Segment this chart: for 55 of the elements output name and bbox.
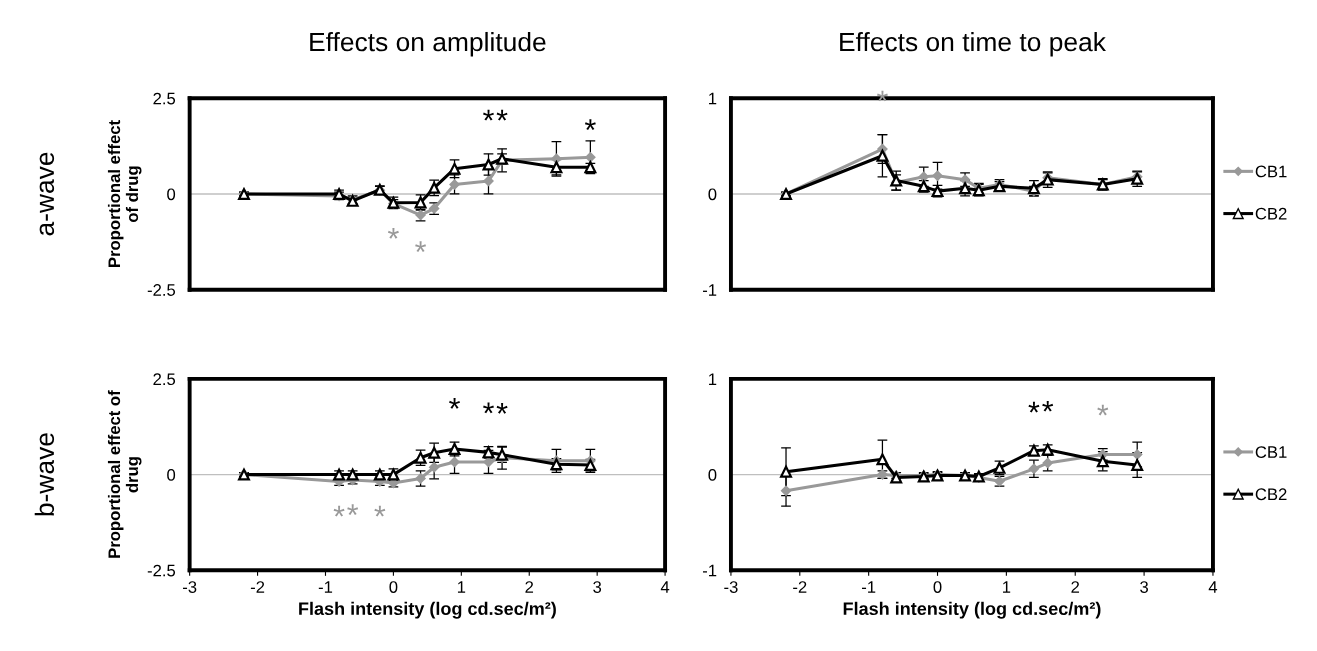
legend-label: CB1 <box>1255 446 1287 458</box>
data-label: * <box>415 241 427 253</box>
data-label: * <box>374 505 386 517</box>
y-tick-label: 0 <box>167 188 176 201</box>
x-tick-label: 4 <box>660 581 670 593</box>
data-label: * <box>496 402 508 414</box>
y-tick-label: 1 <box>709 373 717 385</box>
x-axis-title: Flash intensity (log cd.sec/m²) <box>299 601 556 619</box>
legend-label: CB2 <box>1255 488 1287 501</box>
y-tick-label: -2.5 <box>147 564 176 577</box>
data-label: * <box>496 109 508 121</box>
y-tick-label: 0 <box>708 188 717 201</box>
data-label: * <box>1042 400 1054 412</box>
y-tick-label: -1 <box>702 564 717 577</box>
x-tick-label: 2 <box>525 581 534 593</box>
x-tick-label: 1 <box>457 581 466 593</box>
legend-label: CB1 <box>1255 165 1287 178</box>
x-tick-label: -2 <box>250 581 265 593</box>
data-label: * <box>483 109 494 121</box>
data-label: * <box>333 505 345 517</box>
x-tick-label: 0 <box>933 581 942 593</box>
data-label: * <box>1097 404 1109 416</box>
chart-title: Effects on time to peak <box>840 31 1106 57</box>
y-tick-label: 0 <box>708 468 717 481</box>
data-label: * <box>1028 401 1040 413</box>
text: b-wave <box>34 433 55 516</box>
x-axis-title: Flash intensity (log cd.sec/m²) <box>843 601 1101 619</box>
x-tick-label: 4 <box>1208 581 1218 593</box>
data-label: * <box>387 227 399 239</box>
x-tick-label: -3 <box>182 581 197 593</box>
x-tick-label: 3 <box>593 581 602 593</box>
y-tick-label: -2.5 <box>147 284 176 296</box>
x-tick-label: -1 <box>861 581 876 593</box>
y-axis-title: Proportional effect of drug <box>107 390 142 558</box>
x-tick-label: -2 <box>793 581 807 593</box>
x-tick-label: -3 <box>724 581 738 593</box>
y-tick-label: 1 <box>709 92 717 105</box>
y-tick-label: 2.5 <box>153 92 176 105</box>
x-tick-label: 3 <box>1140 581 1148 593</box>
x-tick-label: 1 <box>1003 581 1011 593</box>
chart-title: Effects on amplitude <box>310 31 546 57</box>
data-label: * <box>876 90 888 102</box>
y-tick-label: 2.5 <box>153 373 176 386</box>
text: a-wave <box>39 152 55 236</box>
x-tick-label: -1 <box>318 581 333 593</box>
data-label: * <box>483 402 494 414</box>
x-tick-label: 2 <box>1071 581 1080 593</box>
y-tick-label: 0 <box>167 468 176 481</box>
y-axis-title: Proportional effect of drug <box>107 120 142 267</box>
data-label: * <box>584 119 596 131</box>
legend-label: CB2 <box>1255 207 1287 220</box>
y-tick-label: -1 <box>702 284 717 296</box>
data-label: * <box>347 504 359 516</box>
data-label: * <box>449 398 460 409</box>
x-tick-label: 0 <box>389 581 398 593</box>
